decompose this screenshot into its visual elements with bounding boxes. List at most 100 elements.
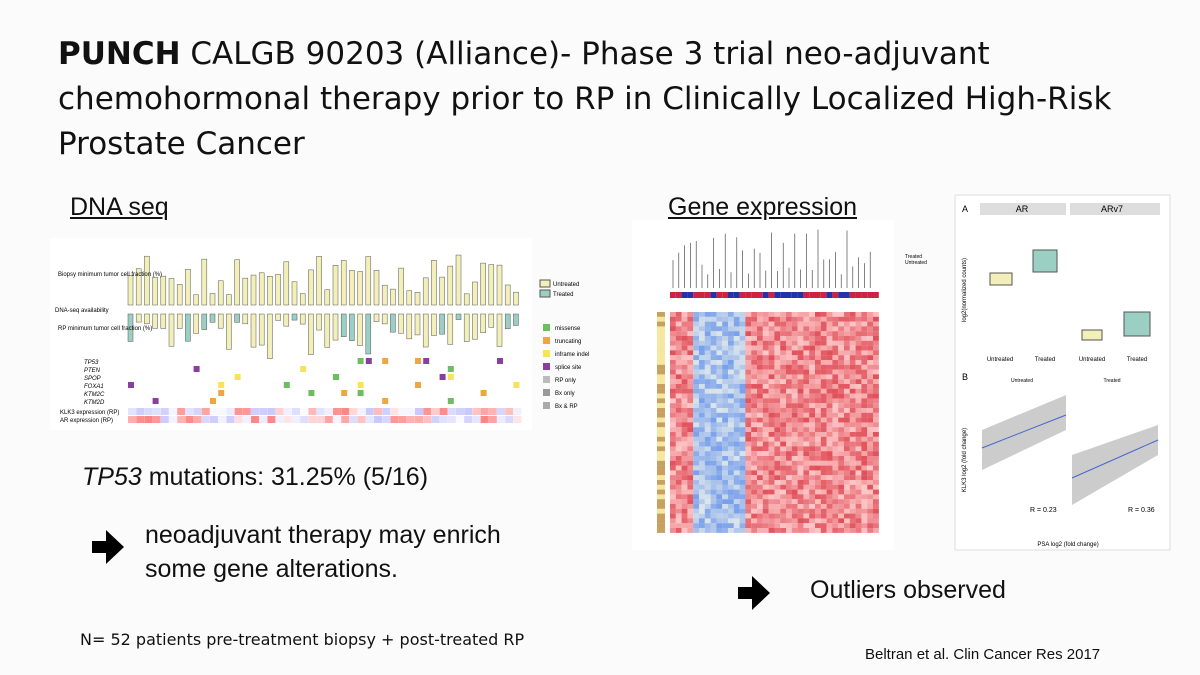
cell <box>234 374 241 380</box>
cell <box>406 408 415 415</box>
heat-cell <box>867 321 874 327</box>
legend-box <box>543 350 550 357</box>
heat-cell <box>687 494 694 500</box>
heat-cell <box>675 475 682 481</box>
heat-cell <box>820 364 827 370</box>
heat-cell <box>832 384 839 389</box>
heat-cell <box>710 331 717 337</box>
heat-cell <box>716 480 723 485</box>
heat-cell <box>820 408 827 413</box>
heat-cell <box>826 403 833 409</box>
heat-cell <box>716 513 723 519</box>
label: Biopsy minimum tumor cell fraction (%) <box>58 272 162 278</box>
heat-cell <box>803 369 810 375</box>
heat-cell <box>855 465 862 471</box>
heat-cell <box>670 316 676 322</box>
heat-cell <box>815 480 821 485</box>
heat-cell <box>745 316 752 322</box>
heat-cell <box>757 460 763 466</box>
heat-cell <box>716 408 723 413</box>
heat-cell <box>681 446 688 452</box>
heat-cell <box>786 321 792 327</box>
heat-cell <box>786 326 792 332</box>
heat-cell <box>838 326 845 332</box>
heat-cell <box>849 417 856 423</box>
heat-cell <box>722 489 729 495</box>
heat-cell <box>820 388 827 394</box>
heat-cell <box>855 427 862 433</box>
heat-cell <box>791 417 798 423</box>
heat-cell <box>797 518 804 524</box>
heat-cell <box>832 451 839 457</box>
heat-cell <box>855 508 862 514</box>
heat-cell <box>791 312 798 317</box>
heat-cell <box>733 374 740 380</box>
cell <box>415 416 423 423</box>
heat-cell <box>716 518 723 524</box>
heat-cell <box>826 470 833 476</box>
heat-cell <box>861 513 868 519</box>
gene-heading: Gene expression <box>668 193 858 221</box>
heat-cell <box>780 374 787 380</box>
heat-cell <box>762 470 769 476</box>
heat-cell <box>733 489 740 495</box>
heat-cell <box>716 312 723 317</box>
heat-cell <box>809 523 816 529</box>
heat-cell <box>797 451 804 457</box>
heat-cell <box>693 360 700 365</box>
heat-cell <box>768 403 775 409</box>
annot <box>657 513 665 519</box>
heat-cell <box>820 441 827 447</box>
heat-cell <box>849 475 856 481</box>
heat-cell <box>693 379 700 385</box>
heat-cell <box>716 321 723 327</box>
heat-cell <box>797 508 804 514</box>
heat-cell <box>745 360 752 365</box>
heat-cell <box>791 355 798 361</box>
heat-cell <box>774 369 781 375</box>
heat-cell <box>768 340 775 346</box>
heat-cell <box>745 504 752 509</box>
heat-cell <box>681 312 688 317</box>
bar <box>480 262 486 306</box>
heat-cell <box>739 465 746 471</box>
cell <box>431 408 440 415</box>
heat-cell <box>716 475 723 481</box>
heat-cell <box>675 504 682 509</box>
heat-cell <box>826 460 833 466</box>
heat-cell <box>739 369 746 375</box>
heat-cell <box>820 403 827 409</box>
label: RP minimum tumor cell fraction (%) <box>58 326 152 332</box>
heat-cell <box>786 441 792 447</box>
heat-cell <box>722 470 729 476</box>
heat-cell <box>786 518 792 524</box>
heat-cell <box>774 336 781 341</box>
legend-box <box>539 279 551 288</box>
heat-cell <box>710 403 717 409</box>
heat-cell <box>745 340 752 346</box>
heat-cell <box>704 513 711 519</box>
heat-cell <box>768 369 775 375</box>
legend-label: truncating <box>555 339 581 345</box>
heat-cell <box>873 504 879 509</box>
heat-cell <box>681 504 688 509</box>
heat-cell <box>751 388 758 394</box>
heat-cell <box>704 456 711 461</box>
heat-cell <box>780 408 787 413</box>
heat-cell <box>861 480 868 485</box>
cell <box>382 408 391 415</box>
heat-cell <box>757 518 763 524</box>
heat-cell <box>797 321 804 327</box>
heat-cell <box>780 518 787 524</box>
heat-cell <box>768 475 775 481</box>
heat-cell <box>820 355 827 361</box>
annot <box>687 292 694 298</box>
heat-cell <box>815 513 821 519</box>
heat-cell <box>774 432 781 437</box>
heat-cell <box>699 436 705 442</box>
heat-cell <box>699 480 705 485</box>
heat-cell <box>826 316 833 322</box>
cell <box>234 416 243 423</box>
heat-cell <box>687 432 694 437</box>
heat-cell <box>745 446 752 452</box>
